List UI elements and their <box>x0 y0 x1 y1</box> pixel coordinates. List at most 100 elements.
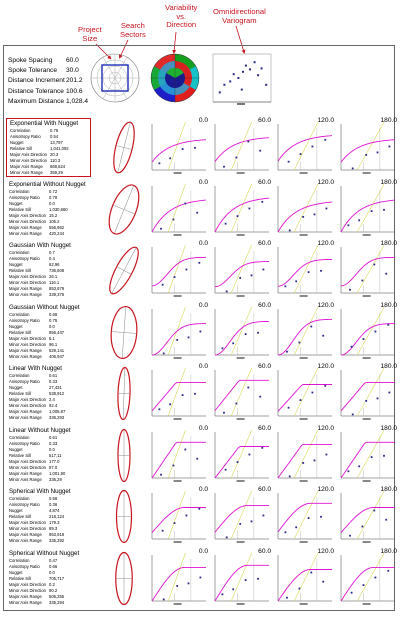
model-summary[interactable]: Exponential Without Nugget Correlation 0.7… <box>6 180 91 239</box>
model-title: Gaussian Without Nugget <box>9 303 80 311</box>
directional-variogram-plot[interactable]: 0.0 <box>146 363 208 423</box>
model-summary[interactable]: Spherical Without Nugget Correlation 0.47 A… <box>6 549 91 608</box>
stat-value: 0.66 <box>49 563 58 569</box>
param-label: Distance Tolerance <box>8 87 64 95</box>
directional-variogram-plot[interactable]: 180.0 <box>335 302 397 362</box>
summary-graphics <box>90 53 272 105</box>
variogram-point <box>349 534 351 537</box>
model-stat-row: Anisotropy Ratio 0.54 <box>10 134 90 140</box>
directional-variogram-plot[interactable]: 0.0 <box>146 178 208 239</box>
variogram-point <box>362 337 365 340</box>
directional-variogram-plot[interactable]: 180.0 <box>335 240 397 300</box>
directional-variogram-plot[interactable]: 120.0 <box>272 486 334 546</box>
directional-variogram-plot[interactable]: 180.0 <box>335 486 397 546</box>
direction-label: 60.0 <box>258 363 271 370</box>
stat-label: Major Axis Range <box>9 593 42 599</box>
stat-value: 0.0 <box>49 200 55 206</box>
model-stat-row: Major Axis Range 506,255 <box>9 594 89 600</box>
omni-point <box>240 88 243 91</box>
stat-value: 0.47 <box>49 557 58 563</box>
stat-label: Minor Axis Range <box>9 230 42 236</box>
model-summary[interactable]: Linear Without Nugget Correlation 0.61 Anis… <box>6 426 91 485</box>
directional-variogram-plot[interactable]: 60.0 <box>209 548 271 608</box>
variogram-point <box>298 341 301 343</box>
variogram-point <box>311 391 314 394</box>
stat-label: Correlation <box>9 311 30 317</box>
directional-variogram-plot[interactable]: 180.0 <box>335 117 397 177</box>
param-value: 1,028.4 <box>66 97 88 105</box>
stat-label: Relative Sill <box>9 452 31 458</box>
stat-label: Nugget <box>9 508 23 513</box>
directional-variogram-plot[interactable]: 60.0 <box>209 486 271 546</box>
stat-value: 538,912 <box>49 391 65 396</box>
model-stat-row: Minor Axis Direction 116.1 <box>9 280 89 286</box>
directional-variogram-plot[interactable]: 0.0 <box>146 486 208 546</box>
stat-label: Minor Axis Direction <box>9 341 47 347</box>
directional-variogram-plot[interactable]: 180.0 <box>335 548 397 608</box>
directional-variogram-plot[interactable]: 120.0 <box>272 363 334 423</box>
model-section[interactable]: Exponential With Nugget Correlation 0.76 An… <box>4 115 397 180</box>
variogram-point <box>194 392 196 395</box>
model-section[interactable]: Spherical Without Nugget Correlation 0.47 A… <box>4 546 397 611</box>
model-summary[interactable]: Gaussian Without Nugget Correlation 0.68 An… <box>6 303 91 362</box>
stat-label: Minor Axis Direction <box>9 587 47 593</box>
directional-variogram-plot[interactable]: 60.0 <box>209 302 271 362</box>
directional-variogram-plot[interactable]: 120.0 <box>272 302 334 362</box>
directional-variogram-plot[interactable]: 180.0 <box>335 363 397 423</box>
directional-variogram-plot[interactable]: 180.0 <box>335 179 397 239</box>
directional-variogram-plot[interactable]: 0.0 <box>146 240 208 300</box>
direction-label: 60.0 <box>258 178 271 186</box>
model-section[interactable]: Gaussian Without Nugget Correlation 0.68 An… <box>4 300 397 365</box>
model-summary[interactable]: Linear With Nugget Correlation 0.61 Anisotr… <box>6 364 91 423</box>
directional-variogram-plot[interactable]: 0.0 <box>146 548 208 608</box>
variogram-point <box>248 453 251 455</box>
model-section[interactable]: Spherical With Nugget Correlation 0.58 Anis… <box>4 484 397 549</box>
model-stat-row: Nugget 0.0 <box>9 324 89 330</box>
variogram-point <box>299 153 302 155</box>
variogram-point <box>250 274 253 277</box>
directional-variogram-plot[interactable]: 60.0 <box>209 425 271 485</box>
model-stat-row: Major Axis Range 556,662 <box>9 225 89 231</box>
directional-variogram-plot[interactable]: 60.0 <box>209 178 271 239</box>
variogram-point <box>310 571 313 573</box>
stat-label: Nugget <box>10 140 24 145</box>
direction-label: 0.0 <box>198 178 208 186</box>
model-stat-row: Nugget 62,96 <box>9 262 89 268</box>
directional-variogram-plot[interactable]: 120.0 <box>272 179 334 239</box>
model-summary[interactable]: Spherical With Nugget Correlation 0.58 Anis… <box>6 487 91 546</box>
directional-variogram-plot[interactable]: 60.0 <box>209 117 271 177</box>
stat-value: 218,124 <box>49 514 65 519</box>
directional-variogram-plot[interactable]: 0.0 <box>146 425 208 485</box>
stat-value: 0.68 <box>49 311 58 317</box>
variogram-point <box>298 587 301 589</box>
directional-variogram-plot[interactable]: 180.0 <box>335 425 397 485</box>
variogram-point <box>239 523 242 525</box>
variogram-point <box>244 332 247 335</box>
directional-variogram-plot[interactable]: 0.0 <box>146 302 208 362</box>
stat-value: 0.4 <box>49 256 55 261</box>
directional-variogram-plot[interactable]: 0.0 <box>146 117 208 177</box>
stat-label: Correlation <box>9 373 30 378</box>
directional-variogram-plot[interactable]: 60.0 <box>209 363 271 423</box>
variogram-point <box>235 156 238 159</box>
variogram-point <box>324 138 327 141</box>
model-summary[interactable]: Exponential With Nugget Correlation 0.76 An… <box>6 118 91 177</box>
model-stat-row: Nugget 0.0 <box>9 570 89 576</box>
stat-label: Relative Sill <box>9 329 31 335</box>
stat-label: Minor Axis Range <box>9 476 42 482</box>
model-section[interactable]: Exponential Without Nugget Correlation 0.7… <box>4 177 397 242</box>
model-section[interactable]: Gaussian With Nugget Correlation 0.7 Anisot… <box>4 238 397 303</box>
directional-variogram-plot[interactable]: 120.0 <box>272 240 334 300</box>
model-section[interactable]: Linear With Nugget Correlation 0.61 Anisotr… <box>4 361 397 426</box>
model-stat-row: Correlation 0.7 <box>9 250 89 256</box>
model-stat-row: Anisotropy Ratio 0.4 <box>9 256 89 262</box>
stat-value: 336,29 <box>49 476 62 482</box>
directional-variogram-plot[interactable]: 120.0 <box>272 548 334 608</box>
variogram-point <box>199 576 202 578</box>
model-section[interactable]: Linear Without Nugget Correlation 0.61 Anis… <box>4 423 397 488</box>
directional-variogram-plot[interactable]: 60.0 <box>209 240 271 300</box>
model-summary[interactable]: Gaussian With Nugget Correlation 0.7 Anisot… <box>6 241 91 300</box>
directional-variogram-plot[interactable]: 120.0 <box>272 117 334 177</box>
variogram-point <box>295 280 298 283</box>
directional-variogram-plot[interactable]: 120.0 <box>272 425 334 485</box>
